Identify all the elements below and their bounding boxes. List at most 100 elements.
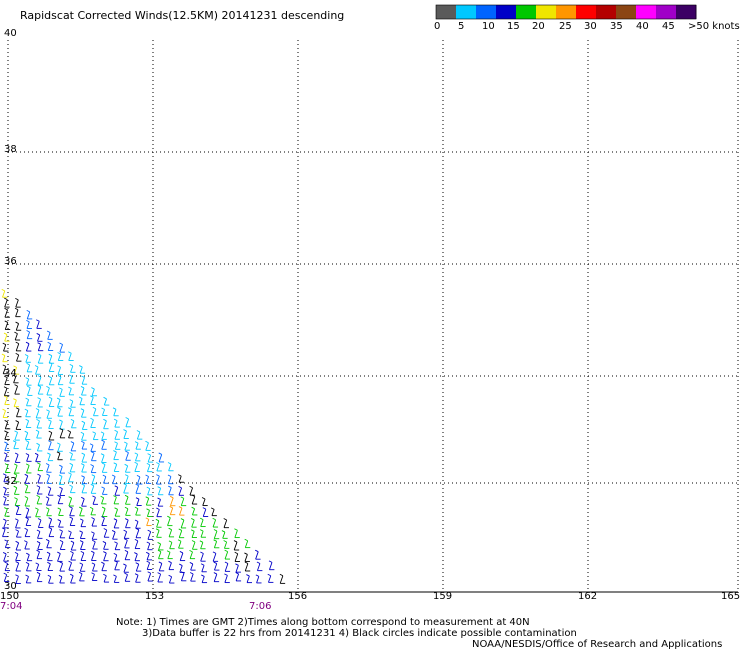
wind-barb	[201, 497, 206, 506]
wind-barb	[58, 474, 63, 485]
wind-barb	[124, 441, 128, 451]
wind-barb	[79, 365, 83, 374]
wind-barb	[233, 540, 238, 551]
lon-label: 159	[433, 591, 453, 602]
wind-barb	[35, 562, 40, 571]
wind-barb	[4, 463, 9, 473]
wind-barb	[24, 540, 28, 550]
wind-barb	[3, 386, 8, 396]
wind-barb	[13, 365, 18, 375]
wind-barb	[2, 408, 6, 418]
wind-barb	[58, 574, 63, 584]
wind-barb	[81, 420, 86, 430]
wind-barb	[157, 572, 162, 583]
wind-barb	[180, 571, 185, 581]
wind-barb	[67, 429, 72, 439]
wind-barb	[223, 518, 228, 528]
wind-barb	[189, 485, 193, 496]
wind-barb	[146, 541, 151, 550]
wind-barb	[78, 571, 83, 582]
wind-barb	[24, 473, 29, 484]
wind-barb	[4, 430, 8, 440]
wind-barb	[125, 450, 129, 461]
wind-barb	[113, 574, 117, 583]
legend-swatch	[496, 5, 517, 19]
wind-barb	[246, 574, 250, 583]
wind-barb	[124, 474, 129, 484]
wind-barb	[46, 330, 51, 340]
wind-barb	[2, 496, 7, 506]
wind-barb	[146, 551, 150, 561]
wind-barb	[210, 507, 215, 516]
wind-barb	[70, 441, 75, 452]
wind-barb	[279, 573, 284, 584]
wind-barb	[124, 572, 128, 582]
wind-barb	[92, 431, 96, 440]
wind-barb	[91, 562, 96, 572]
wind-barb	[68, 351, 72, 361]
wind-barb	[234, 528, 238, 538]
wind-barb	[157, 497, 161, 507]
wind-barb	[158, 561, 163, 572]
wind-barb	[26, 385, 31, 396]
wind-barb	[168, 485, 172, 495]
wind-barb	[15, 561, 20, 572]
wind-barb	[36, 494, 41, 505]
wind-barb	[101, 407, 105, 416]
wind-barb	[90, 451, 95, 461]
wind-barb	[25, 453, 30, 462]
wind-barb	[135, 483, 140, 494]
wind-barb	[135, 527, 140, 538]
note-line-2: 3)Data buffer is 22 hrs from 20141231 4)…	[142, 628, 577, 639]
wind-barb	[101, 516, 105, 526]
wind-barb	[14, 331, 18, 341]
wind-barb	[124, 549, 129, 560]
legend-label: 5	[458, 21, 465, 32]
wind-barb	[234, 551, 239, 562]
wind-barb	[114, 541, 118, 550]
wind-barb	[189, 549, 193, 559]
wind-barb	[26, 362, 31, 373]
wind-barb	[48, 517, 53, 527]
wind-barb	[15, 540, 20, 551]
wind-barb	[179, 551, 184, 561]
wind-barb	[68, 560, 72, 571]
wind-barb	[15, 574, 19, 584]
wind-barb	[89, 506, 94, 515]
legend-swatch	[476, 5, 497, 19]
wind-barb	[59, 387, 63, 397]
wind-barb	[70, 418, 75, 428]
wind-barb	[202, 507, 207, 517]
wind-barb	[59, 464, 63, 474]
wind-barb	[80, 386, 85, 396]
wind-barb	[124, 494, 129, 505]
wind-barb	[48, 361, 53, 372]
wind-barb	[81, 475, 85, 484]
lat-label: 30	[4, 581, 17, 592]
wind-barb	[169, 495, 174, 506]
wind-barb	[147, 529, 152, 540]
wind-barb	[178, 474, 182, 483]
wind-barb	[59, 486, 63, 496]
wind-barb	[169, 506, 174, 515]
wind-barb	[15, 407, 20, 417]
wind-barb	[100, 453, 105, 463]
wind-barb	[224, 561, 229, 572]
wind-barb	[244, 538, 249, 548]
legend-swatch	[436, 5, 457, 19]
wind-barb	[79, 518, 84, 527]
wind-barb	[167, 515, 171, 526]
wind-barb	[4, 539, 8, 548]
wind-barb	[25, 463, 30, 474]
wind-barb	[57, 551, 61, 562]
wind-barb	[81, 496, 85, 507]
wind-barb	[168, 560, 172, 570]
wind-barb	[3, 518, 7, 529]
wind-barb	[146, 486, 151, 496]
wind-barb	[57, 365, 61, 375]
wind-barb	[145, 517, 150, 526]
wind-barb	[177, 539, 182, 549]
wind-barb	[189, 572, 194, 582]
wind-barb	[69, 363, 74, 373]
wind-barb	[4, 320, 9, 330]
